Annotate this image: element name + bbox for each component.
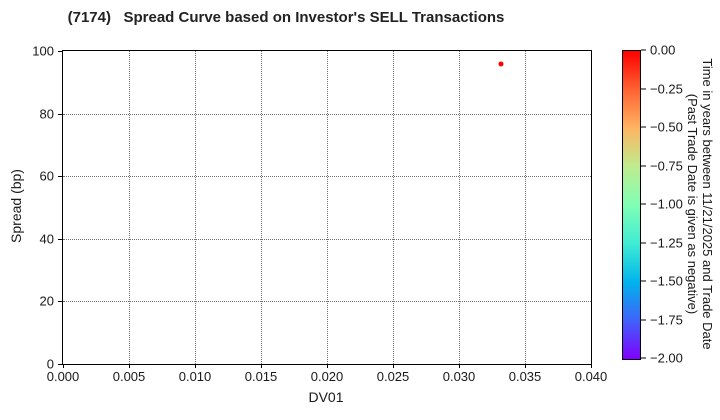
y-tick-label: 20 <box>39 293 54 309</box>
y-tick-mark <box>58 176 62 178</box>
y-tick-mark <box>58 301 62 303</box>
colorbar-tick-label: −1.50 <box>650 273 683 289</box>
y-tick-label: 100 <box>32 43 54 59</box>
x-gridline <box>393 51 394 364</box>
y-gridline <box>63 113 591 115</box>
colorbar-tick-mark <box>641 319 646 320</box>
chart-title: (7174) Spread Curve based on Investor's … <box>67 9 505 26</box>
x-tick-label: 0.030 <box>442 369 476 384</box>
x-tick-label: 0.035 <box>508 369 542 384</box>
colorbar-tick-mark <box>641 357 646 359</box>
x-gridline <box>129 51 130 364</box>
colorbar-tick-label: −1.25 <box>650 235 683 250</box>
x-tick-label: 0.025 <box>376 369 410 384</box>
y-tick-mark <box>58 238 62 240</box>
colorbar-axis: 0.00 −0.25 −0.50 −0.75 −1.00 −1.25 −1.50 −1.75 −… <box>641 43 711 366</box>
colorbar-tick-label: −2.00 <box>650 350 683 366</box>
x-tick-mark <box>591 364 592 368</box>
colorbar-label-line1: Time in years between 11/21/2025 and Tra… <box>700 58 715 350</box>
y-tick-label: 60 <box>39 168 54 184</box>
y-axis-label: Spread (bp) <box>8 169 24 243</box>
plot-area: 0.000 0.005 0.010 0.015 0.020 0.025 0.030 0.035… <box>32 44 607 385</box>
colorbar-tick-mark <box>641 203 646 205</box>
x-tick-mark <box>327 364 328 368</box>
x-tick-mark <box>261 364 262 368</box>
y-tick-label: 40 <box>39 231 54 247</box>
y-gridline <box>63 301 591 303</box>
y-tick-label: 0 <box>46 356 54 372</box>
colorbar-tick-label: −0.50 <box>650 119 683 135</box>
y-tick-label: 80 <box>39 106 54 122</box>
x-tick-mark <box>63 364 64 368</box>
x-axis-label: DV01 <box>308 389 344 405</box>
y-gridline <box>63 176 591 178</box>
colorbar-tick-mark <box>641 49 646 51</box>
colorbar-tick-label: −0.25 <box>650 81 683 96</box>
colorbar-tick-mark <box>641 126 646 128</box>
colorbar-tick-mark <box>641 242 646 243</box>
colorbar-tick-mark <box>641 280 646 282</box>
x-tick-label: 0.010 <box>178 369 212 384</box>
colorbar-label-line2: (Past Trade Date is given as negative) <box>685 93 700 315</box>
colorbar-tick-label: −1.00 <box>650 196 683 212</box>
x-tick-mark <box>459 364 460 368</box>
x-tick-mark <box>393 364 394 368</box>
colorbar-tick-label: −1.75 <box>650 312 683 327</box>
x-tick-label: 0.005 <box>112 369 146 384</box>
x-tick-mark <box>195 364 196 368</box>
colorbar-tick-label: 0.00 <box>650 42 676 58</box>
x-tick-label: 0.020 <box>310 369 344 384</box>
y-tick-mark <box>58 113 62 115</box>
colorbar-label: Time in years between 11/21/2025 and Tra… <box>685 58 715 349</box>
y-tick-mark <box>58 364 62 365</box>
x-gridline <box>261 51 262 364</box>
y-gridline <box>63 238 591 240</box>
x-tick-label: 0.040 <box>574 369 608 384</box>
x-gridline <box>195 51 196 364</box>
colorbar-gradient <box>622 50 641 360</box>
x-tick-mark <box>525 364 526 368</box>
x-tick-mark <box>129 364 130 368</box>
data-point <box>498 61 504 67</box>
x-tick-label: 0.000 <box>46 369 80 384</box>
x-tick-label: 0.015 <box>244 369 278 384</box>
colorbar-tick-mark <box>641 165 646 166</box>
x-gridline <box>327 51 328 364</box>
x-gridline <box>459 51 460 364</box>
y-tick-mark <box>58 51 62 52</box>
colorbar-tick-label: −0.75 <box>650 158 683 173</box>
x-gridline <box>525 51 526 364</box>
colorbar-tick-mark <box>641 88 646 89</box>
